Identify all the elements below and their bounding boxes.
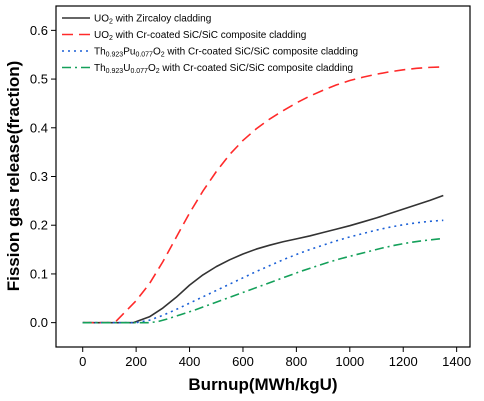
x-tick-label: 400	[179, 354, 201, 369]
x-tick-label: 800	[286, 354, 308, 369]
y-tick-label: 0.2	[30, 218, 48, 233]
y-tick-label: 0.1	[30, 266, 48, 281]
series-line-3	[82, 219, 444, 324]
x-tick-label: 200	[125, 354, 147, 369]
x-axis-title: Burnup(MWh/kgU)	[188, 375, 337, 394]
series-line-4	[82, 237, 444, 324]
y-tick-label: 0.3	[30, 169, 48, 184]
y-tick-label: 0.5	[30, 72, 48, 87]
legend-label-3: Th0.923Pu0.077O2 with Cr-coated SiC/SiC …	[94, 47, 358, 59]
y-tick-label: 0.4	[30, 120, 48, 135]
legend-label-4: Th0.923U0.077O2 with Cr-coated SiC/SiC c…	[94, 63, 353, 75]
y-tick-label: 0.6	[30, 23, 48, 38]
series-line-1	[82, 194, 444, 324]
legend-label-2: UO2 with Cr-coated SiC/SiC composite cla…	[94, 30, 306, 42]
series-layer	[82, 66, 444, 324]
y-tick-label: 0.0	[30, 315, 48, 330]
y-axis: 0.0 0.1 0.2 0.3 0.4 0.5 0.6	[30, 23, 56, 330]
x-tick-label: 1400	[442, 354, 471, 369]
y-axis-title: Fission gas release(fraction)	[4, 61, 23, 292]
x-tick-label: 0	[79, 354, 86, 369]
x-axis: 0 200 400 600 800 1000 1200 1400	[79, 347, 471, 369]
x-tick-label: 1200	[389, 354, 418, 369]
legend-label-1: UO2 with Zircaloy cladding	[94, 14, 211, 26]
x-tick-label: 1000	[335, 354, 364, 369]
x-tick-label: 600	[232, 354, 254, 369]
series-line-2	[82, 66, 444, 324]
legend: UO2 with Zircaloy cladding UO2 with Cr-co…	[62, 14, 358, 75]
